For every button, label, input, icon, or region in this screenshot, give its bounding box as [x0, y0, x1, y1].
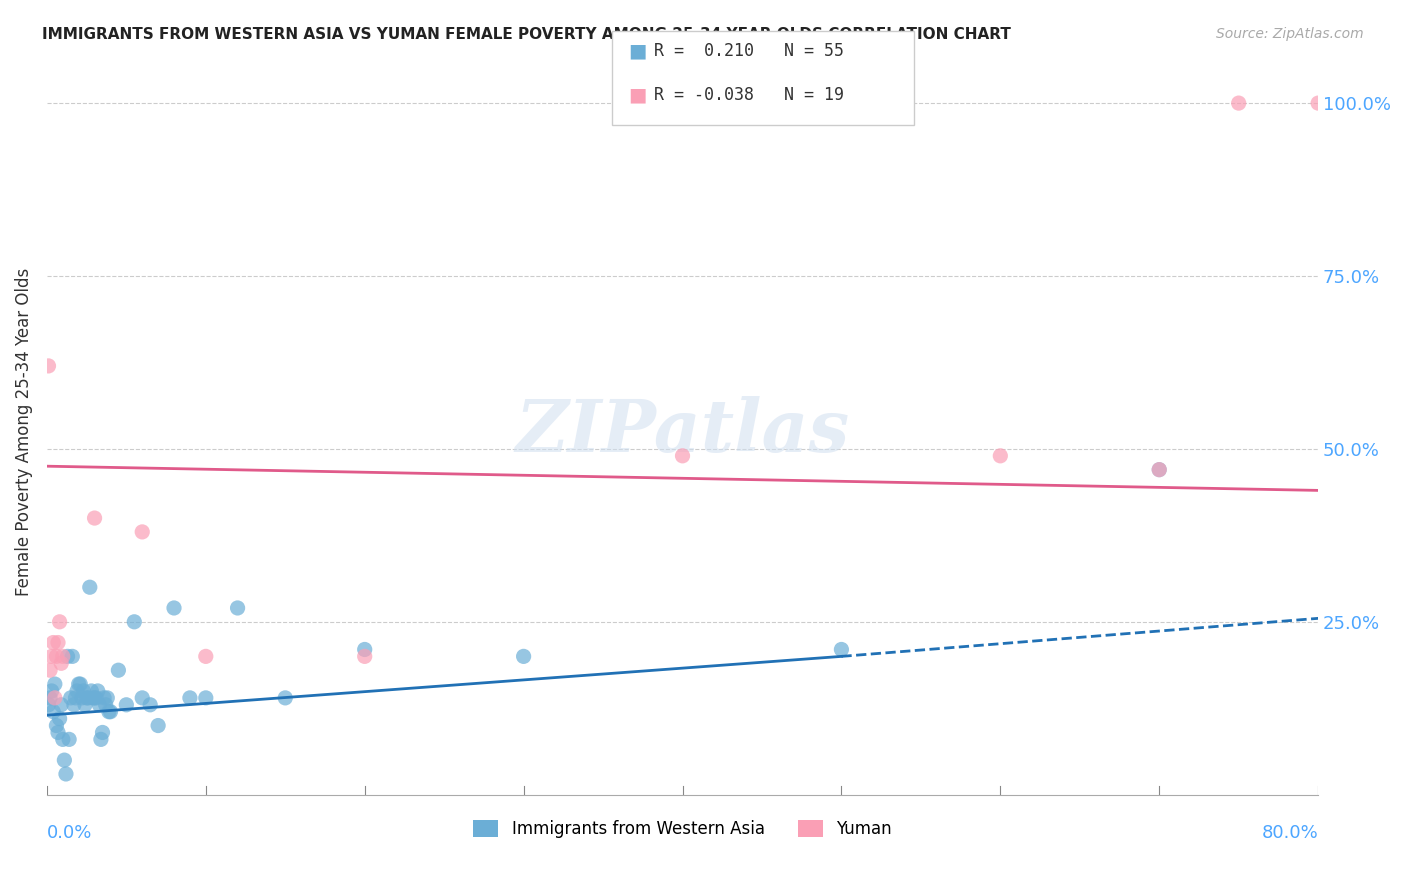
Point — [41, 649, 63, 664]
Point — [353, 642, 375, 657]
Point — [45, 718, 67, 732]
Point — [58, 732, 80, 747]
Text: ■: ■ — [628, 86, 647, 105]
Point — [226, 601, 249, 615]
Point — [830, 642, 852, 657]
Text: ■: ■ — [628, 41, 647, 61]
Point — [194, 649, 217, 664]
Point — [83, 690, 105, 705]
Point — [70, 690, 93, 705]
Point — [48, 712, 70, 726]
Point — [194, 690, 217, 705]
Point — [163, 601, 186, 615]
Point — [42, 635, 65, 649]
Point — [65, 690, 87, 705]
Point — [83, 511, 105, 525]
Point — [179, 690, 201, 705]
Point — [67, 677, 90, 691]
Point — [48, 615, 70, 629]
Point — [46, 635, 69, 649]
Text: R = -0.038   N = 19: R = -0.038 N = 19 — [654, 87, 844, 104]
Point — [53, 753, 76, 767]
Point — [51, 657, 73, 671]
Point — [79, 580, 101, 594]
Point — [69, 677, 91, 691]
Text: 0.0%: 0.0% — [46, 823, 93, 842]
Point — [37, 359, 59, 373]
Point — [97, 705, 120, 719]
Point — [512, 649, 534, 664]
Text: ZIPatlas: ZIPatlas — [516, 396, 849, 467]
Point — [89, 698, 111, 712]
Point — [90, 732, 112, 747]
Point — [37, 698, 59, 712]
Point — [274, 690, 297, 705]
Point — [56, 649, 79, 664]
Point — [131, 524, 153, 539]
Point — [124, 615, 146, 629]
Point — [60, 649, 83, 664]
Point — [77, 690, 100, 705]
Point — [1147, 463, 1170, 477]
Point — [1308, 96, 1330, 111]
Y-axis label: Female Poverty Among 25-34 Year Olds: Female Poverty Among 25-34 Year Olds — [15, 268, 32, 596]
Point — [94, 698, 117, 712]
Point — [63, 698, 86, 712]
Point — [41, 684, 63, 698]
Point — [1147, 463, 1170, 477]
Point — [671, 449, 693, 463]
Point — [80, 684, 103, 698]
Point — [42, 705, 65, 719]
Point — [988, 449, 1011, 463]
Point — [107, 663, 129, 677]
Point — [146, 718, 169, 732]
Text: 80.0%: 80.0% — [1261, 823, 1319, 842]
Text: IMMIGRANTS FROM WESTERN ASIA VS YUMAN FEMALE POVERTY AMONG 25-34 YEAR OLDS CORRE: IMMIGRANTS FROM WESTERN ASIA VS YUMAN FE… — [42, 27, 1011, 42]
Point — [73, 698, 96, 712]
Point — [131, 690, 153, 705]
Point — [93, 690, 115, 705]
Point — [87, 684, 110, 698]
Point — [44, 677, 66, 691]
Point — [51, 698, 73, 712]
Point — [52, 649, 75, 664]
Legend: Immigrants from Western Asia, Yuman: Immigrants from Western Asia, Yuman — [467, 813, 898, 845]
Text: Source: ZipAtlas.com: Source: ZipAtlas.com — [1216, 27, 1364, 41]
Point — [115, 698, 138, 712]
Point — [66, 684, 89, 698]
Point — [76, 690, 98, 705]
Point — [100, 705, 122, 719]
Point — [44, 690, 66, 705]
Point — [139, 698, 162, 712]
Point — [59, 690, 82, 705]
Point — [82, 690, 104, 705]
Point — [46, 725, 69, 739]
Point — [55, 767, 77, 781]
Point — [72, 684, 94, 698]
Point — [353, 649, 375, 664]
Point — [91, 725, 114, 739]
Point — [39, 690, 62, 705]
Point — [39, 663, 62, 677]
Text: R =  0.210   N = 55: R = 0.210 N = 55 — [654, 42, 844, 60]
Point — [45, 649, 67, 664]
Point — [84, 690, 107, 705]
Point — [96, 690, 118, 705]
Point — [52, 732, 75, 747]
Point — [1227, 96, 1250, 111]
